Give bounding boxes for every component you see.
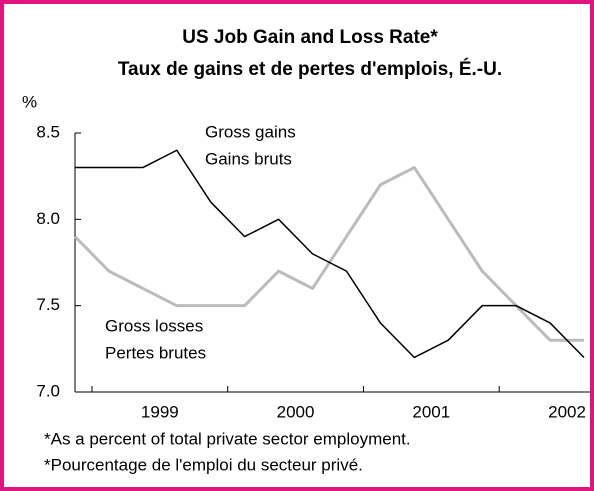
y-tick-label: 7.0 [36, 381, 60, 400]
footnote: *Pourcentage de l'emploi du secteur priv… [44, 455, 363, 474]
x-tick-label: 2000 [277, 402, 315, 421]
series-label: Gross losses [105, 316, 203, 335]
y-tick-label: 7.5 [36, 295, 60, 314]
chart-title: US Job Gain and Loss Rate* [182, 27, 438, 48]
y-tick-label: 8.5 [36, 122, 60, 141]
series-label: Pertes brutes [105, 343, 206, 362]
footnote: *As a percent of total private sector em… [44, 429, 411, 448]
series-label: Gross gains [205, 122, 296, 141]
series-line [75, 149, 585, 359]
y-axis-label: % [22, 92, 37, 111]
y-tick-label: 8.0 [36, 209, 60, 228]
x-tick-label: 1999 [141, 402, 179, 421]
series-label: Gains bruts [205, 149, 292, 168]
x-tick-label: 2001 [412, 402, 450, 421]
chart-subtitle: Taux de gains et de pertes d'emplois, É.… [118, 58, 502, 80]
x-tick-label: 2002 [548, 402, 586, 421]
